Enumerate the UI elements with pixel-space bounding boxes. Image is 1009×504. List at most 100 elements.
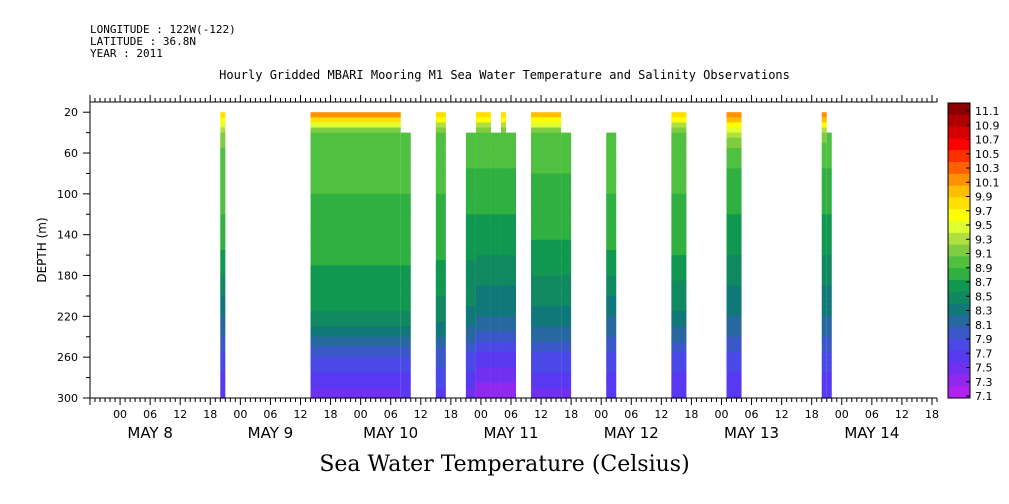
- data-cell: [500, 117, 506, 124]
- data-cell: [826, 346, 832, 353]
- colorbar-label: 9.9: [975, 191, 993, 204]
- data-cell: [726, 234, 742, 241]
- data-cell: [220, 132, 226, 139]
- colorbar-swatch: [948, 126, 970, 139]
- x-tick-label: 00: [354, 408, 368, 421]
- data-cell: [671, 224, 687, 231]
- data-cell: [400, 250, 411, 256]
- data-cell: [826, 178, 832, 185]
- data-cell: [671, 357, 687, 363]
- data-cell: [475, 382, 491, 389]
- data-cell: [606, 280, 617, 287]
- data-cell: [435, 224, 446, 231]
- data-cell: [400, 290, 411, 297]
- colorbar-label: 9.5: [975, 219, 993, 232]
- data-cell: [400, 280, 411, 287]
- data-cell: [475, 255, 491, 261]
- data-cell: [531, 326, 562, 333]
- data-cell: [220, 112, 226, 118]
- data-cell: [726, 377, 742, 384]
- data-cell: [220, 387, 226, 394]
- data-cell: [561, 188, 572, 195]
- data-cell: [435, 362, 446, 368]
- data-cell: [561, 352, 572, 358]
- data-cell: [826, 321, 832, 328]
- data-cell: [490, 270, 501, 277]
- data-cell: [606, 244, 617, 251]
- data-cell: [606, 306, 617, 312]
- data-cell: [500, 392, 506, 399]
- data-cell: [500, 306, 506, 312]
- data-cell: [561, 387, 572, 394]
- data-cell: [606, 275, 617, 282]
- data-cell: [465, 382, 476, 389]
- data-cell: [500, 346, 506, 353]
- data-cell: [475, 311, 491, 317]
- data-cell: [726, 214, 742, 220]
- data-cell: [490, 321, 501, 328]
- data-cell: [500, 326, 506, 333]
- data-cell: [606, 295, 617, 302]
- data-cell: [475, 147, 491, 154]
- data-cell: [435, 158, 446, 164]
- data-cell: [531, 306, 562, 312]
- data-cell: [400, 153, 411, 159]
- colorbar-label: 7.7: [975, 347, 993, 360]
- data-cell: [726, 117, 742, 124]
- data-cell: [821, 301, 827, 307]
- data-cell: [561, 239, 572, 246]
- data-cell: [490, 352, 501, 358]
- data-cell: [561, 280, 572, 287]
- data-cell: [505, 301, 517, 307]
- data-cell: [561, 198, 572, 205]
- x-tick-label: 06: [504, 408, 518, 421]
- data-cell: [435, 204, 446, 210]
- data-cell: [726, 316, 742, 323]
- data-cell: [490, 331, 501, 338]
- data-cell: [606, 163, 617, 169]
- data-cell: [505, 204, 517, 210]
- data-cell: [821, 255, 827, 261]
- data-cell: [490, 219, 501, 226]
- data-block-11: [606, 132, 617, 399]
- data-cell: [726, 188, 742, 195]
- data-cell: [500, 301, 506, 307]
- x-tick-label: 18: [324, 408, 338, 421]
- x-day-label: MAY 14: [844, 424, 899, 442]
- data-cell: [505, 168, 517, 175]
- x-tick-label: 18: [805, 408, 819, 421]
- data-cell: [500, 198, 506, 205]
- data-cell: [310, 321, 401, 328]
- data-cell: [671, 352, 687, 358]
- data-cell: [671, 112, 687, 118]
- data-cell: [435, 270, 446, 277]
- data-cell: [475, 326, 491, 333]
- year-label: YEAR : 2011: [90, 47, 163, 60]
- data-cell: [606, 352, 617, 358]
- data-cell: [826, 326, 832, 333]
- data-cell: [531, 214, 562, 220]
- data-cell: [475, 387, 491, 394]
- data-cell: [475, 260, 491, 266]
- data-cell: [500, 357, 506, 363]
- data-cell: [505, 244, 517, 251]
- data-cell: [561, 214, 572, 220]
- data-cell: [821, 244, 827, 251]
- data-cell: [606, 290, 617, 297]
- data-cell: [826, 331, 832, 338]
- data-cell: [671, 341, 687, 348]
- data-cell: [561, 372, 572, 379]
- data-cell: [435, 229, 446, 236]
- data-cell: [826, 204, 832, 210]
- data-cell: [475, 117, 491, 124]
- data-cell: [475, 372, 491, 379]
- data-cell: [505, 137, 517, 144]
- y-tick-label: 220: [57, 310, 78, 323]
- data-cell: [671, 336, 687, 343]
- data-cell: [400, 132, 411, 139]
- data-cell: [821, 204, 827, 210]
- data-cell: [310, 306, 401, 312]
- data-cell: [465, 357, 476, 363]
- data-cell: [726, 357, 742, 363]
- data-cell: [490, 183, 501, 190]
